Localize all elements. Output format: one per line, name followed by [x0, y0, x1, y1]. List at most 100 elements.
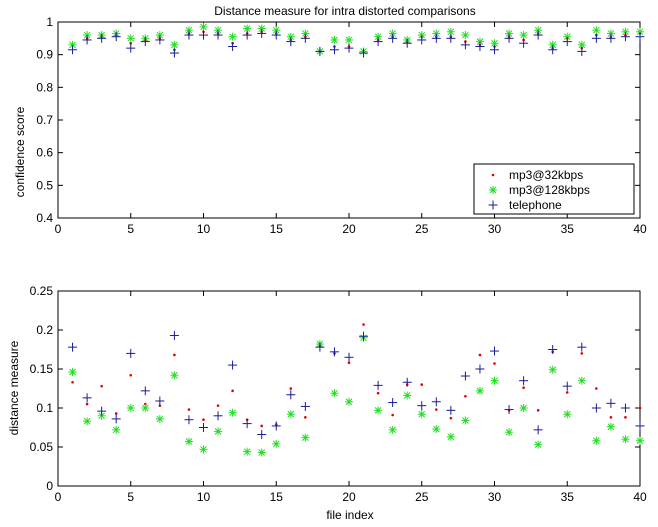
top-series-telephone: [68, 28, 645, 58]
bottom-point: [228, 408, 237, 417]
top-x-tick-label: 25: [415, 222, 429, 236]
bottom-point: [257, 448, 266, 457]
bottom-point: [140, 386, 150, 396]
top-point: [170, 40, 179, 49]
top-point: [460, 40, 470, 50]
bottom-point: [493, 362, 496, 365]
top-point: [475, 42, 485, 51]
bottom-point: [519, 376, 529, 386]
bottom-point: [286, 390, 296, 400]
bottom-x-tick-label: 30: [488, 490, 502, 504]
top-point: [169, 48, 179, 58]
bottom-x-tick-label: 40: [633, 490, 647, 504]
bottom-point: [304, 416, 307, 419]
bottom-point: [460, 371, 470, 381]
bottom-point: [187, 408, 191, 411]
top-x-tick-label: 15: [270, 222, 284, 236]
top-point: [373, 37, 383, 47]
bottom-point: [388, 398, 398, 408]
bottom-y-tick-label: 0.1: [36, 401, 53, 415]
top-point: [402, 38, 412, 48]
top-point: [359, 48, 369, 58]
bottom-point: [577, 376, 586, 385]
top-point: [330, 35, 339, 44]
bottom-point: [577, 342, 587, 352]
bottom-point: [522, 386, 525, 390]
bottom-point: [71, 380, 74, 384]
bottom-point: [461, 416, 470, 425]
bottom-point: [213, 411, 223, 421]
legend-marker: [489, 186, 497, 194]
top-point: [533, 30, 543, 40]
bottom-point: [158, 404, 162, 407]
bottom-point: [100, 384, 103, 388]
top-y-tick-label: 0.8: [36, 80, 53, 94]
top-point: [591, 33, 601, 43]
bottom-point: [359, 331, 369, 341]
top-x-tick-label: 10: [197, 222, 211, 236]
bottom-point: [315, 342, 325, 352]
top-point: [243, 24, 252, 33]
bottom-point: [260, 424, 264, 428]
top-point: [286, 37, 296, 47]
top-point: [301, 29, 310, 38]
bottom-point: [505, 428, 514, 437]
top-y-tick-label: 0.4: [36, 211, 53, 225]
bottom-point: [519, 404, 528, 412]
bottom-point: [388, 425, 397, 434]
bottom-point: [490, 346, 499, 356]
top-x-tick-label: 35: [561, 222, 575, 236]
bottom-point: [374, 406, 383, 415]
bottom-point: [591, 403, 601, 413]
bottom-point: [431, 397, 441, 407]
bottom-point: [446, 405, 456, 415]
bottom-point: [82, 393, 92, 403]
top-point: [388, 33, 398, 43]
top-point: [271, 30, 281, 40]
top-point: [129, 41, 133, 45]
top-y-tick-label: 0.6: [36, 146, 53, 160]
bottom-point: [214, 427, 223, 436]
bottom-point: [155, 396, 165, 406]
bottom-point: [490, 376, 499, 385]
top-plot: 0 5 10 15 20 25 30 35 40 0.4 0.5 0.6 0.7 0.8 0.9 1: [36, 15, 647, 236]
top-y-tick-label: 0.7: [36, 113, 53, 127]
bottom-point: [475, 364, 485, 374]
bottom-point: [199, 423, 208, 432]
top-point: [490, 45, 499, 55]
legend-marker: [488, 200, 498, 210]
top-y-axis-label: confidence score: [13, 106, 27, 197]
bottom-point: [129, 373, 133, 377]
top-point: [504, 33, 514, 43]
top-x-tick-label: 0: [55, 222, 62, 236]
bottom-point: [126, 404, 135, 412]
top-point: [242, 30, 252, 40]
bottom-x-tick-label: 0: [55, 490, 62, 504]
bottom-point: [624, 416, 627, 419]
bottom-x-tick-label: 25: [415, 490, 429, 504]
top-point: [374, 32, 383, 41]
top-y-tick-label: 0.9: [36, 48, 53, 62]
top-x-tick-label: 40: [633, 222, 647, 236]
legend-entry: mp3@128kbps: [509, 183, 590, 197]
top-point: [548, 45, 558, 55]
top-point: [126, 34, 135, 43]
top-point: [140, 37, 150, 47]
bottom-point: [231, 389, 234, 393]
bottom-point: [216, 404, 220, 407]
bottom-point: [635, 421, 645, 431]
bottom-point: [446, 432, 455, 441]
bottom-point: [402, 377, 412, 387]
top-point: [97, 33, 107, 43]
top-point: [620, 32, 630, 42]
bottom-point: [289, 387, 293, 390]
top-point: [213, 30, 223, 40]
bottom-point: [97, 411, 106, 420]
top-y-tick-label: 0.5: [36, 178, 53, 192]
top-x-tick-label: 30: [488, 222, 502, 236]
bottom-point: [97, 406, 107, 416]
top-point: [329, 45, 339, 55]
bottom-point: [417, 410, 426, 419]
bottom-point: [68, 368, 77, 377]
